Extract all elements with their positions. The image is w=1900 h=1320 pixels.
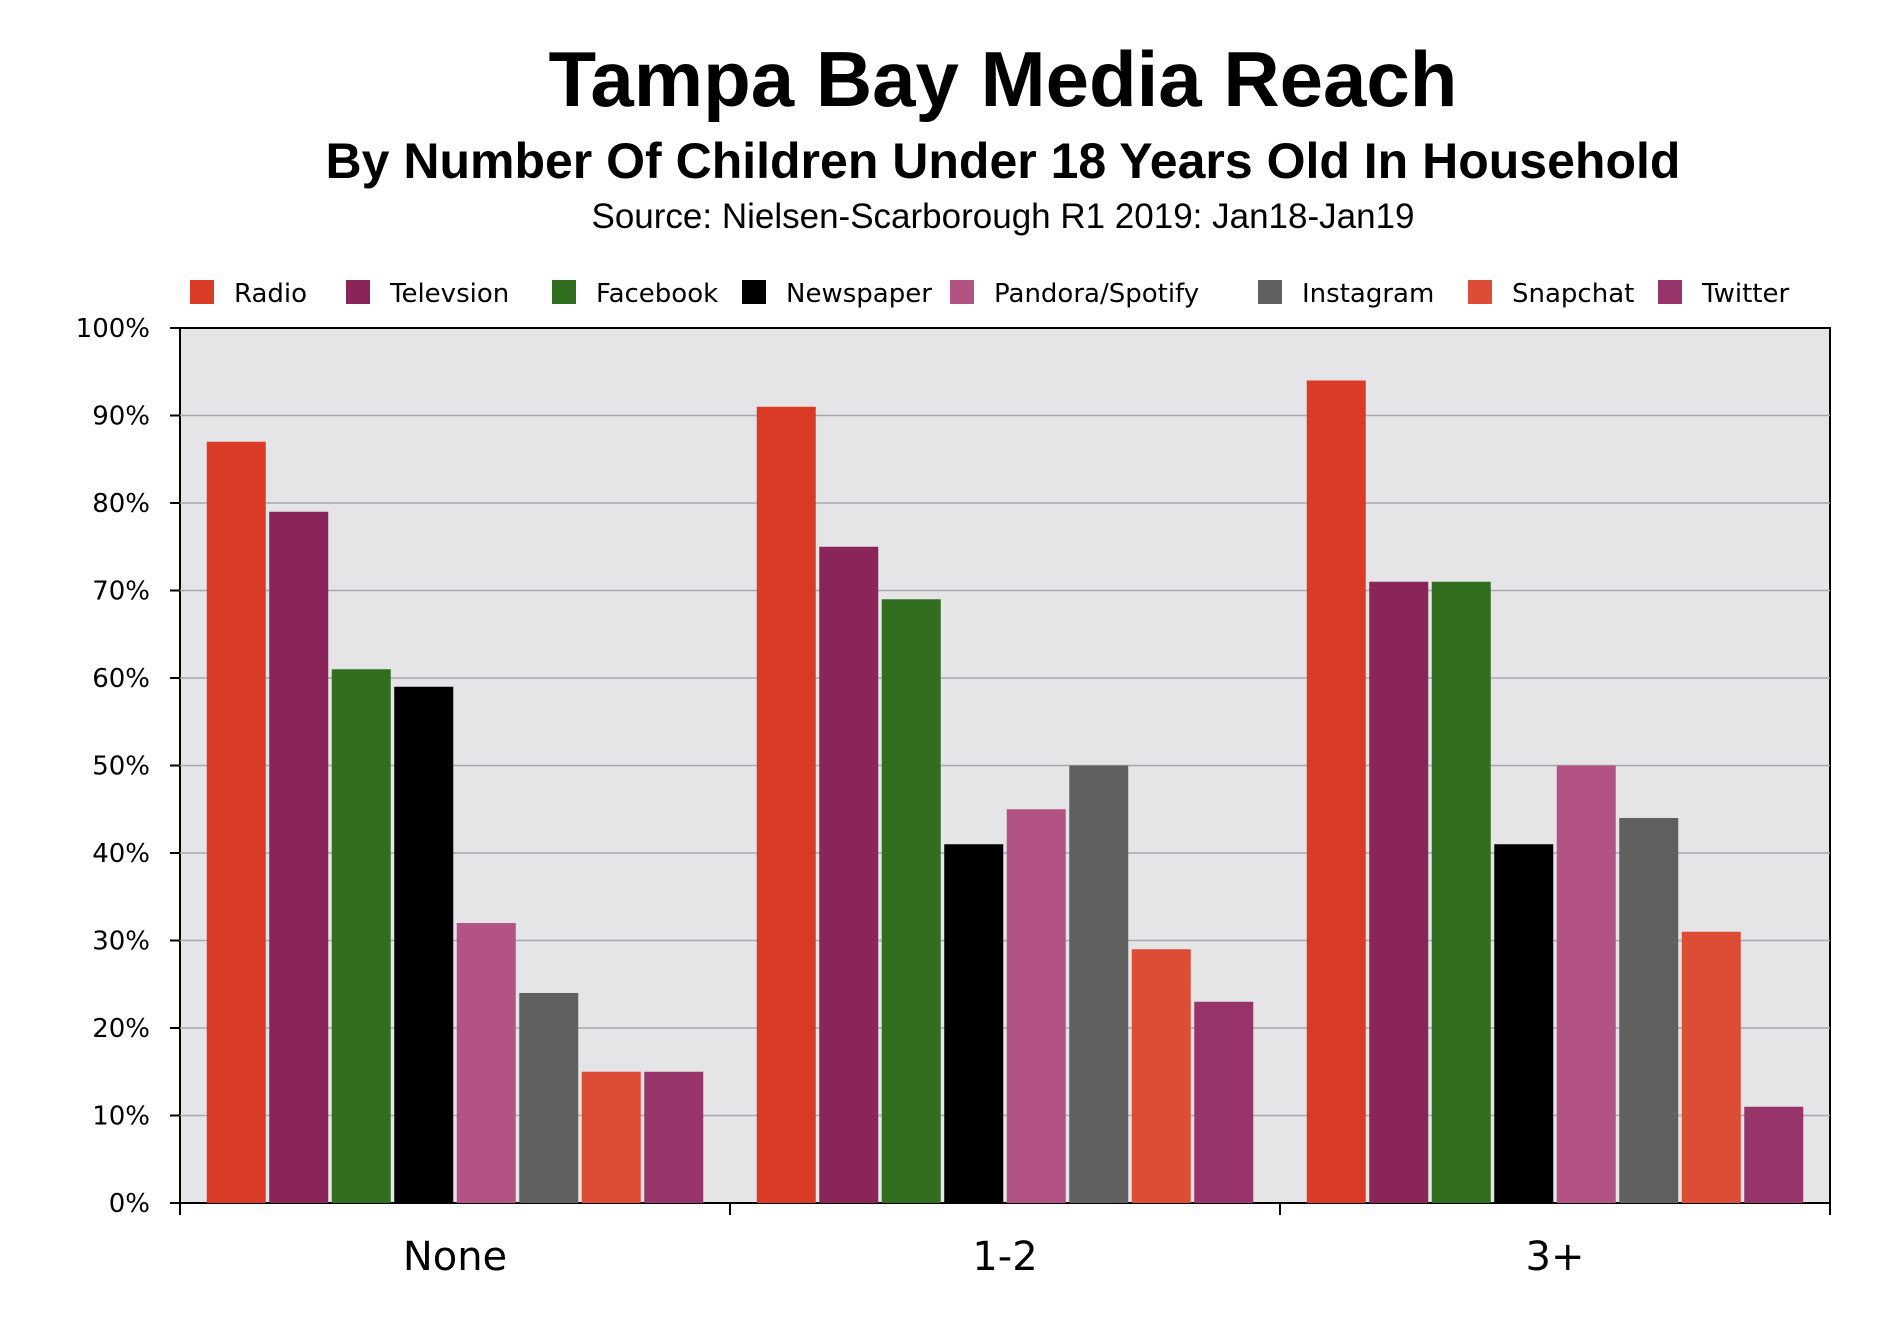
bar-twitter-3- bbox=[1744, 1106, 1804, 1203]
y-tick-label: 70% bbox=[92, 577, 150, 607]
bar-newspaper-none bbox=[394, 686, 454, 1203]
bar-televsion-1-2 bbox=[819, 546, 879, 1203]
y-tick-label: 30% bbox=[92, 927, 150, 957]
legend-label-snapchat: Snapchat bbox=[1512, 279, 1634, 309]
y-tick-label: 50% bbox=[92, 752, 150, 782]
x-tick-label: 1-2 bbox=[972, 1234, 1037, 1280]
bar-pandora-spotify-none bbox=[456, 923, 516, 1203]
y-tick-label: 60% bbox=[92, 664, 150, 694]
legend-swatch-pandora-spotify bbox=[950, 280, 974, 304]
chart-title: Tampa Bay Media Reach bbox=[549, 35, 1458, 123]
y-axis: 0% 10% 20% 30% 40% 50% 60% 70% 80% 90% 100% bbox=[76, 314, 180, 1219]
bar-newspaper-3- bbox=[1494, 844, 1554, 1203]
legend-label-newspaper: Newspaper bbox=[786, 279, 932, 309]
legend-swatch-instagram bbox=[1258, 280, 1282, 304]
y-tick-label: 90% bbox=[92, 402, 150, 432]
bar-pandora-spotify-1-2 bbox=[1006, 809, 1066, 1203]
legend: Radio Televsion Facebook Newspaper Pandora/S… bbox=[190, 279, 1789, 309]
gridlines bbox=[180, 414, 1830, 1117]
bar-facebook-none bbox=[331, 669, 391, 1203]
bar-facebook-3- bbox=[1431, 581, 1491, 1203]
legend-swatch-facebook bbox=[552, 280, 576, 304]
bar-instagram-none bbox=[519, 993, 579, 1203]
bar-snapchat-none bbox=[581, 1071, 641, 1203]
bar-radio-none bbox=[206, 441, 266, 1203]
bar-televsion-3- bbox=[1369, 581, 1429, 1203]
bar-twitter-1-2 bbox=[1194, 1001, 1254, 1203]
legend-label-televsion: Televsion bbox=[389, 279, 509, 309]
bar-radio-1-2 bbox=[756, 406, 816, 1203]
legend-swatch-twitter bbox=[1658, 280, 1682, 304]
legend-label-pandora-spotify: Pandora/Spotify bbox=[994, 279, 1199, 309]
x-tick-label: None bbox=[403, 1234, 507, 1280]
x-tick-label: 3+ bbox=[1526, 1234, 1585, 1280]
y-tick-label: 10% bbox=[92, 1102, 150, 1132]
bars bbox=[206, 380, 1804, 1203]
bar-newspaper-1-2 bbox=[944, 844, 1004, 1203]
y-tick-label: 80% bbox=[92, 489, 150, 519]
bar-instagram-3- bbox=[1619, 818, 1679, 1203]
bar-facebook-1-2 bbox=[881, 599, 941, 1203]
legend-swatch-radio bbox=[190, 280, 214, 304]
chart-subtitle: By Number Of Children Under 18 Years Old… bbox=[326, 133, 1681, 189]
bar-instagram-1-2 bbox=[1069, 765, 1129, 1203]
chart-source: Source: Nielsen-Scarborough R1 2019: Jan… bbox=[591, 197, 1414, 236]
bar-televsion-none bbox=[269, 511, 329, 1203]
x-axis: None 1-2 3+ bbox=[179, 1203, 1831, 1280]
bar-snapchat-1-2 bbox=[1131, 949, 1191, 1203]
y-tick-label: 40% bbox=[92, 839, 150, 869]
legend-label-facebook: Facebook bbox=[596, 279, 718, 309]
y-tick-label: 100% bbox=[76, 314, 150, 344]
legend-label-instagram: Instagram bbox=[1302, 279, 1434, 309]
bar-radio-3- bbox=[1306, 380, 1366, 1203]
legend-swatch-snapchat bbox=[1468, 280, 1492, 304]
y-tick-label: 20% bbox=[92, 1014, 150, 1044]
bar-snapchat-3- bbox=[1681, 931, 1741, 1203]
y-tick-label: 0% bbox=[109, 1189, 150, 1219]
bar-twitter-none bbox=[644, 1071, 704, 1203]
legend-swatch-televsion bbox=[346, 280, 370, 304]
legend-label-twitter: Twitter bbox=[1701, 279, 1789, 309]
legend-swatch-newspaper bbox=[742, 280, 766, 304]
bar-pandora-spotify-3- bbox=[1556, 765, 1616, 1203]
legend-label-radio: Radio bbox=[234, 279, 307, 309]
